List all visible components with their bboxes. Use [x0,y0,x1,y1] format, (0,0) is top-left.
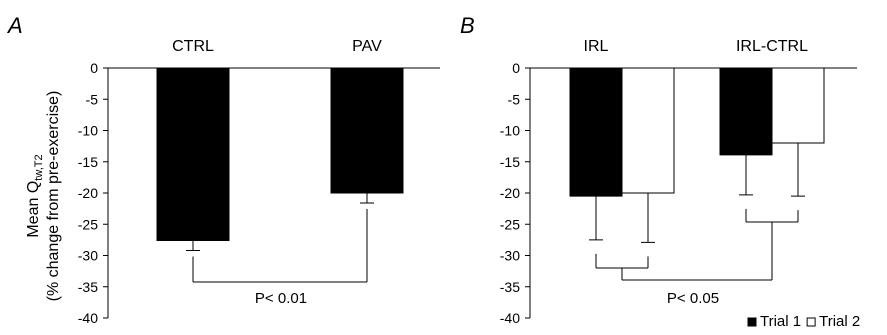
panel-b-y-tick-label: -35 [500,279,520,295]
panel-a-y-tick-label: -40 [78,310,98,326]
panel-a-category-label: CTRL [172,38,214,55]
panel-a-y-tick-label: -15 [78,154,98,170]
panel-a-p-value: P< 0.01 [255,290,307,307]
panel-a-label: A [6,13,23,38]
legend-label-trial-2: Trial 2 [819,313,860,330]
panel-b-y-tick-label: -5 [508,91,521,107]
panel-b-p-value: P< 0.05 [667,290,719,307]
y-axis-label-line2: (% change from pre-exercise) [45,91,62,302]
panel-b-y-tick-label: -40 [500,310,520,326]
y-axis-label-subscript: tw,T2 [33,154,45,180]
panel-a-y-tick-label: 0 [90,60,98,76]
panel-a-bar [156,67,230,241]
panel-a-y-tick-label: -35 [78,279,98,295]
panel-a-y-tick-label: -5 [86,91,99,107]
legend-swatch-trial-2 [806,317,816,327]
panel-b-y-tick-label: -20 [500,185,520,201]
y-axis-label: Mean Qtw,T2 [25,154,45,237]
panel-a-y-tick-label: -20 [78,185,98,201]
panel-b-y-tick-label: 0 [512,60,520,76]
panel-b-y-tick-label: -30 [500,248,520,264]
panel-b-category-label: IRL [584,38,609,55]
legend-swatch-trial-1 [747,317,757,327]
panel-b-y-tick-label: -15 [500,154,520,170]
panel-b-y-tick-label: -25 [500,216,520,232]
panel-a-y-tick-label: -10 [78,123,98,139]
panel-b-bar-trial-1 [719,67,773,156]
panel-a-y-tick-label: -25 [78,216,98,232]
panel-a-bar [330,67,404,194]
panel-b-category-label: IRL-CTRL [736,38,808,55]
panel-a-y-tick-label: -30 [78,248,98,264]
panel-a-category-label: PAV [352,38,382,55]
y-axis-label-main: Mean Q [25,181,42,238]
panel-b-y-tick-label: -10 [500,123,520,139]
panel-b-bar-trial-1 [569,67,623,197]
panel-b-bar-trial-2 [771,67,825,144]
panel-b-label: B [460,13,475,38]
legend-label-trial-1: Trial 1 [760,313,801,330]
panel-b-bar-trial-2 [621,67,675,194]
